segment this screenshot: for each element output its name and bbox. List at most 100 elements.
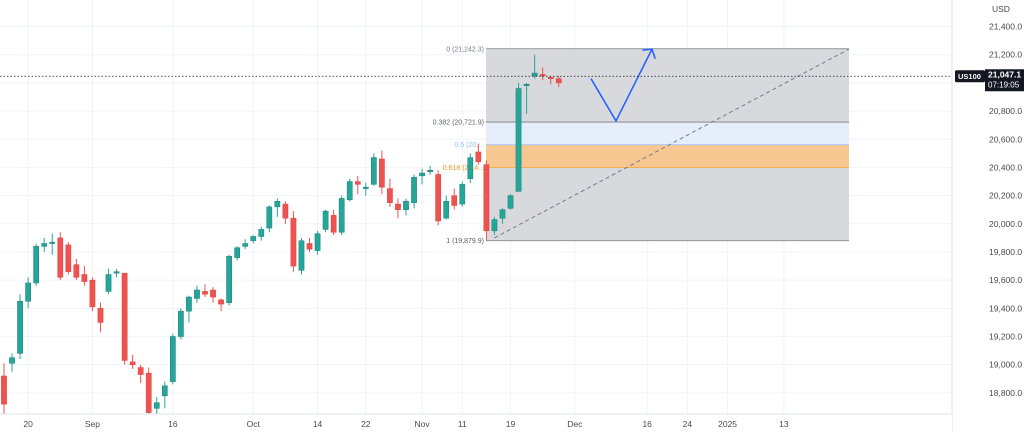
candle-body <box>467 157 474 179</box>
candle-body <box>194 289 200 299</box>
candle-body <box>161 385 168 396</box>
candle-bearish <box>354 175 361 195</box>
symbol-label: US100 <box>958 72 981 81</box>
time-tick-label: 22 <box>361 419 371 429</box>
price-tick-label: 18,800.0 <box>989 388 1022 398</box>
time-tick-label: 14 <box>313 419 323 429</box>
candle-bullish <box>459 181 466 207</box>
candle-bullish <box>403 198 409 216</box>
fib-level-label: 0.5 (20,... <box>454 142 484 149</box>
candle-bearish <box>73 259 80 281</box>
currency-label: USD <box>992 4 1010 14</box>
price-tick-label: 20,400.0 <box>989 162 1022 172</box>
candle-bullish <box>298 237 305 275</box>
candle-body <box>89 279 96 308</box>
time-tick-label: 11 <box>458 419 467 429</box>
candle-bullish <box>515 82 522 192</box>
candle-body <box>218 299 224 305</box>
candle-body <box>250 236 257 241</box>
time-tick-label: 19 <box>506 419 516 429</box>
candle-bullish <box>153 397 160 416</box>
candle-bullish <box>322 209 329 233</box>
candle-bullish <box>274 198 281 217</box>
trend-line[interactable] <box>494 48 850 239</box>
candle-bearish <box>129 354 136 369</box>
candle-body <box>202 291 208 295</box>
bar-countdown: 07:19:05 <box>988 80 1020 89</box>
candle-bullish <box>17 294 23 360</box>
price-tag <box>985 69 1024 92</box>
time-tick-label: Oct <box>247 419 261 429</box>
candle-bearish <box>121 272 128 365</box>
candlestick-series <box>1 54 562 419</box>
candle-bullish <box>33 243 40 286</box>
last-price-tag: US100 21,047.1 07:19:05 <box>955 69 1024 92</box>
candle-bullish <box>234 246 241 261</box>
candle-body <box>523 84 530 86</box>
candle-body <box>178 310 184 337</box>
arrow-head <box>642 48 656 59</box>
candle-body <box>483 164 490 232</box>
candle-body <box>105 274 112 292</box>
candle-body <box>451 195 458 206</box>
candle-body <box>298 240 305 271</box>
fib-level-label: 0 (21,242.3) <box>446 46 484 53</box>
projection-path[interactable] <box>590 48 653 122</box>
candle-bearish <box>97 302 104 333</box>
time-axis-panel[interactable] <box>0 414 952 432</box>
candle-bullish <box>178 308 184 340</box>
time-tick-label: Nov <box>415 419 431 429</box>
candle-bearish <box>539 67 546 81</box>
projection-arrow[interactable] <box>590 48 656 122</box>
dashed-trend-line[interactable] <box>494 48 850 239</box>
candle-body <box>242 243 249 247</box>
candle-body <box>306 243 313 250</box>
candle-bullish <box>491 216 498 236</box>
time-tick-label: 13 <box>779 419 789 429</box>
candle-bullish <box>113 268 120 278</box>
candle-body <box>555 78 562 84</box>
candle-bearish <box>451 188 458 210</box>
candle-bearish <box>282 201 289 224</box>
price-tick-label: 19,800.0 <box>989 247 1022 257</box>
candle-body <box>153 402 160 409</box>
candle-bearish <box>65 242 72 275</box>
fib-zone-05-0618 <box>486 144 849 168</box>
candle-body <box>121 272 128 361</box>
price-tick-label: 20,800.0 <box>989 106 1022 116</box>
candle-body <box>419 172 425 177</box>
candle-body <box>322 210 329 230</box>
candle-bullish <box>467 153 474 183</box>
candle-bearish <box>379 150 385 195</box>
candle-body <box>137 367 144 375</box>
candle-bearish <box>547 75 554 85</box>
candle-bullish <box>266 205 273 233</box>
candle-bearish <box>555 75 562 88</box>
candle-bullish <box>186 295 192 323</box>
candle-bullish <box>346 178 353 202</box>
fibonacci-retracement[interactable]: 0 (21,242.3) 0.382 (20,721.9) 0.5 (20,... 0… <box>433 46 849 245</box>
candle-bearish <box>435 170 442 226</box>
candle-body <box>97 308 104 323</box>
candle-bullish <box>226 254 232 306</box>
candle-bullish <box>25 277 31 309</box>
price-tick-label: 19,200.0 <box>989 332 1022 342</box>
candle-body <box>387 188 393 203</box>
candle-body <box>17 301 23 354</box>
grid-lines <box>0 0 952 414</box>
price-tick-label: 20,000.0 <box>989 219 1022 229</box>
candle-bullish <box>9 353 15 372</box>
candle-bullish <box>169 333 176 385</box>
candle-bullish <box>314 230 321 255</box>
price-tick-label: 21,400.0 <box>989 22 1022 32</box>
candle-body <box>547 77 554 79</box>
price-tick-label: 20,200.0 <box>989 191 1022 201</box>
symbol-tag <box>955 70 985 83</box>
candle-body <box>539 74 546 77</box>
fib-zone-0-0382 <box>486 48 849 123</box>
candle-body <box>9 357 15 364</box>
candle-bearish <box>387 178 393 207</box>
candle-body <box>330 215 337 233</box>
fib-zone-0382-05 <box>486 122 849 145</box>
